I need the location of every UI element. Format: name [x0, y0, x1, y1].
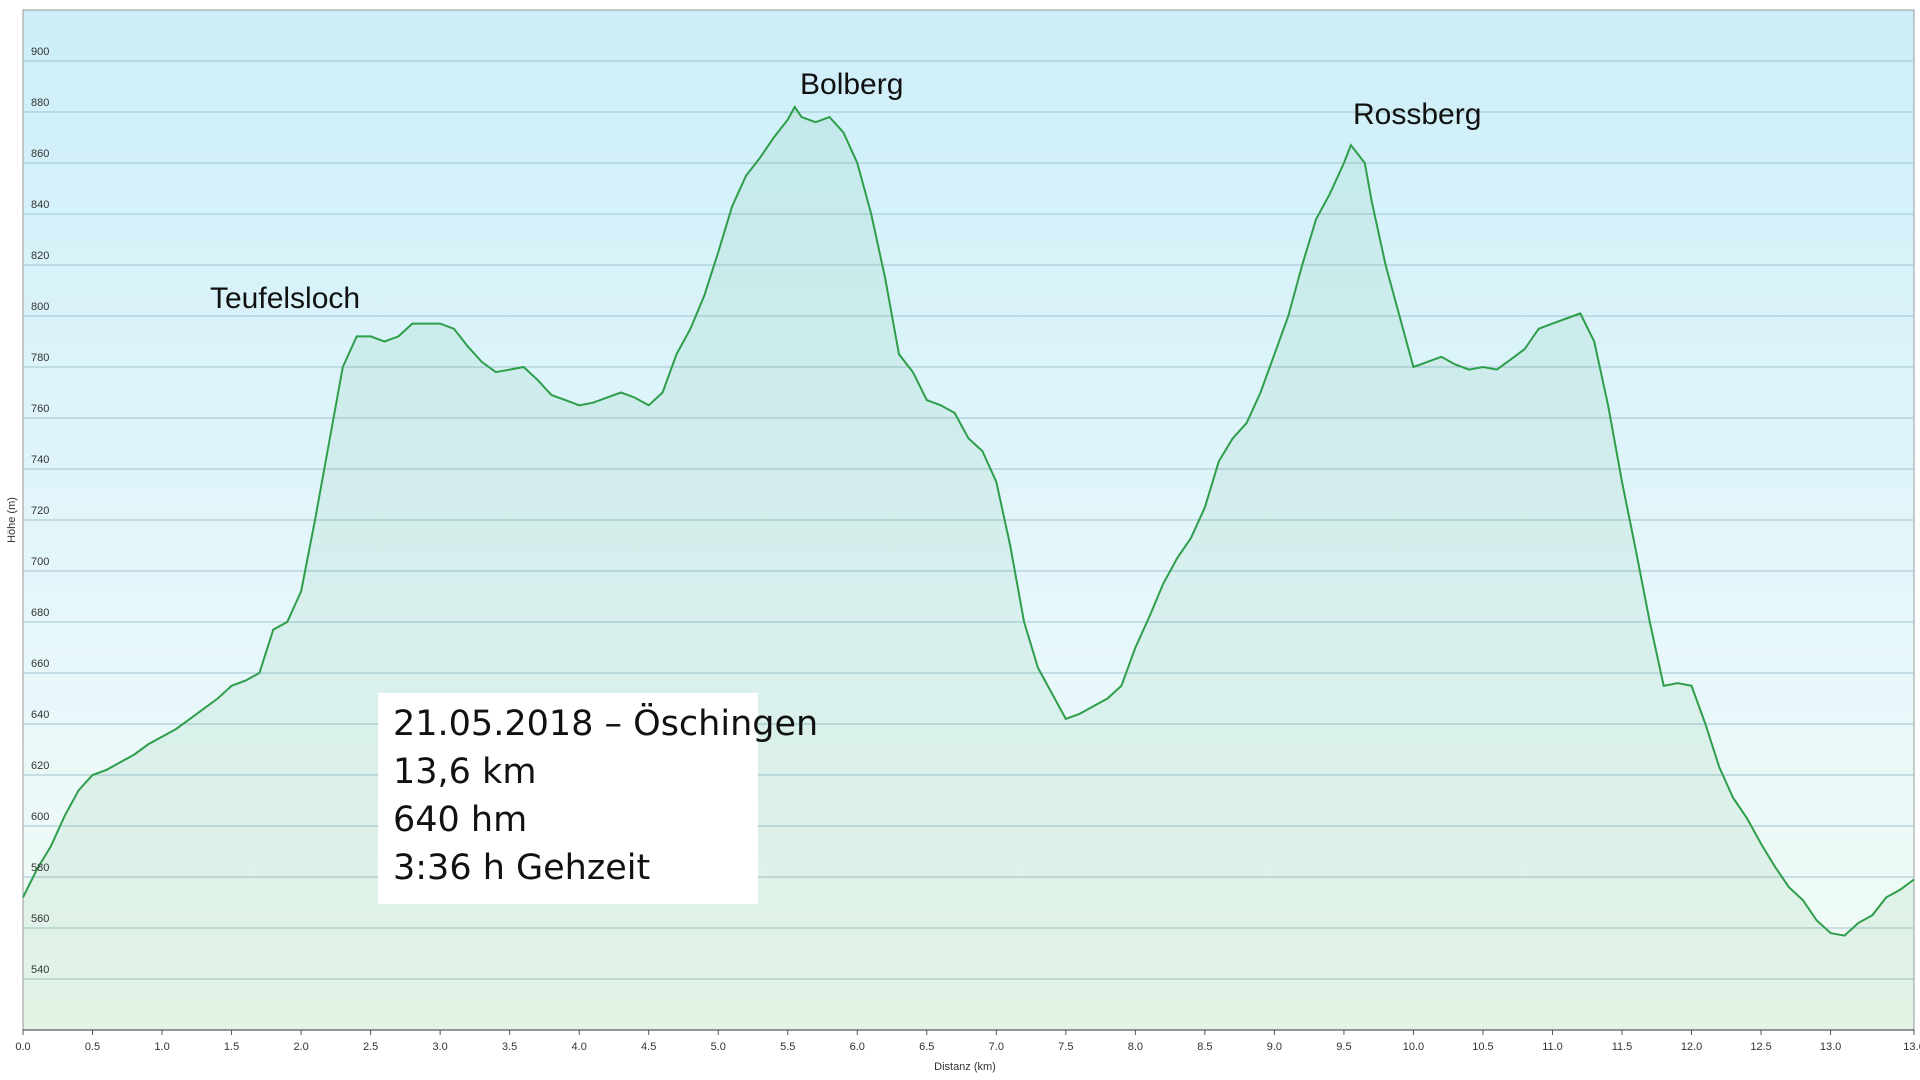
info-line: 13,6 km: [393, 752, 536, 792]
x-tick-label: 2.5: [363, 1041, 378, 1053]
y-tick-label: 900: [31, 46, 49, 58]
info-line: 21.05.2018 – Öschingen: [393, 702, 818, 744]
x-tick-label: 13.6: [1903, 1041, 1920, 1053]
x-tick-label: 5.5: [780, 1041, 795, 1053]
y-tick-label: 660: [31, 658, 49, 670]
x-tick-label: 13.0: [1820, 1041, 1841, 1053]
y-tick-label: 560: [31, 913, 49, 925]
x-tick-label: 5.0: [711, 1041, 726, 1053]
y-axis-label: Höhe (m): [6, 497, 18, 543]
y-tick-label: 540: [31, 964, 49, 976]
info-line: 640 hm: [393, 800, 527, 840]
x-tick-label: 2.0: [293, 1041, 308, 1053]
y-tick-label: 780: [31, 352, 49, 364]
x-tick-label: 11.5: [1612, 1041, 1633, 1053]
x-tick-label: 4.0: [572, 1041, 587, 1053]
y-tick-label: 620: [31, 760, 49, 772]
y-tick-label: 820: [31, 250, 49, 262]
y-tick-label: 700: [31, 556, 49, 568]
x-tick-label: 8.0: [1128, 1041, 1143, 1053]
x-tick-label: 3.5: [502, 1041, 517, 1053]
x-tick-label: 8.5: [1197, 1041, 1212, 1053]
elevation-line: [22, 104, 1915, 937]
x-tick-label: 7.5: [1058, 1041, 1073, 1053]
x-tick-label: 12.5: [1750, 1041, 1771, 1053]
info-box: [378, 693, 758, 904]
y-tick-label: 720: [31, 505, 49, 517]
x-tick-label: 9.5: [1336, 1041, 1351, 1053]
y-tick-label: 680: [31, 607, 49, 619]
x-tick-label: 6.0: [850, 1041, 865, 1053]
x-tick-label: 12.0: [1681, 1041, 1702, 1053]
y-tick-label: 840: [31, 199, 49, 211]
x-tick-label: 1.0: [154, 1041, 169, 1053]
info-line: 3:36 h Gehzeit: [393, 848, 650, 888]
y-tick-label: 860: [31, 148, 49, 160]
x-tick-label: 10.0: [1403, 1041, 1424, 1053]
peak-label: Bolberg: [800, 68, 903, 101]
x-tick-label: 0.0: [15, 1041, 30, 1053]
x-tick-label: 7.0: [989, 1041, 1004, 1053]
y-tick-label: 740: [31, 454, 49, 466]
x-tick-label: 6.5: [919, 1041, 934, 1053]
y-tick-label: 580: [31, 862, 49, 874]
x-tick-label: 10.5: [1472, 1041, 1493, 1053]
peak-label: Teufelsloch: [210, 282, 360, 315]
x-tick-label: 1.5: [224, 1041, 239, 1053]
x-tick-label: 9.0: [1267, 1041, 1282, 1053]
x-tick-label: 11.0: [1542, 1041, 1563, 1053]
y-tick-label: 640: [31, 709, 49, 721]
y-tick-label: 800: [31, 301, 49, 313]
x-tick-label: 4.5: [641, 1041, 656, 1053]
y-tick-label: 760: [31, 403, 49, 415]
x-axis-label: Distanz (km): [934, 1061, 996, 1073]
x-tick-label: 3.0: [432, 1041, 447, 1053]
y-tick-label: 880: [31, 97, 49, 109]
y-tick-label: 600: [31, 811, 49, 823]
peak-label: Rossberg: [1353, 98, 1481, 131]
x-tick-label: 0.5: [85, 1041, 100, 1053]
